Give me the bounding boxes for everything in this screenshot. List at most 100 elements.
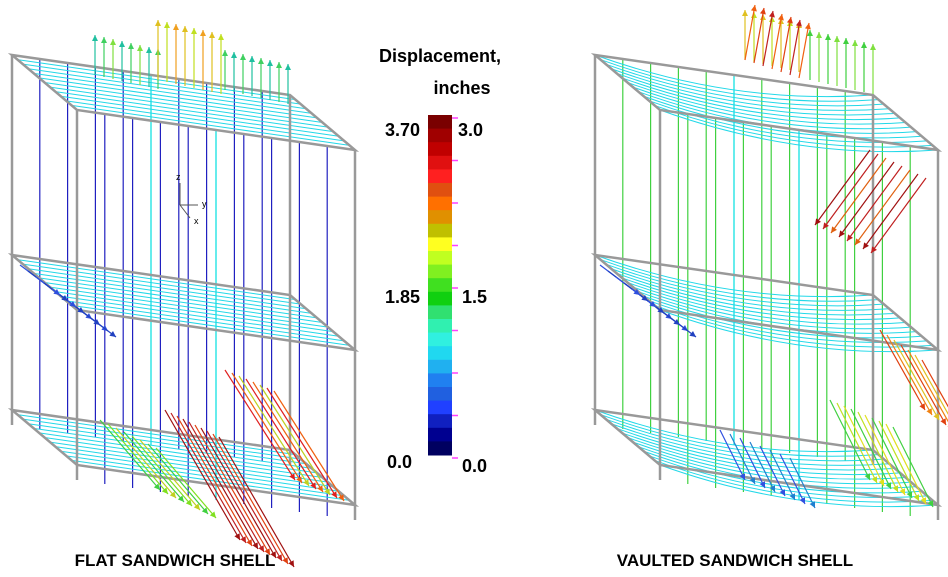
arrow-head bbox=[137, 45, 143, 51]
arrow bbox=[799, 23, 809, 78]
arrow-head bbox=[101, 37, 107, 43]
colorbar-title: inches bbox=[433, 78, 490, 98]
colorbar-swatch bbox=[428, 414, 452, 428]
arrow-head bbox=[258, 58, 264, 64]
arrow-head bbox=[778, 14, 784, 20]
arrow-head bbox=[267, 60, 273, 66]
axis-label: x bbox=[194, 216, 199, 226]
colorbar-label: 3.0 bbox=[458, 120, 483, 140]
colorbar bbox=[428, 115, 458, 458]
arrow-head bbox=[855, 238, 861, 245]
arrow bbox=[871, 178, 926, 253]
colorbar-swatch bbox=[428, 428, 452, 442]
colorbar-swatch bbox=[428, 292, 452, 306]
arrow bbox=[894, 340, 939, 420]
hatch-line bbox=[622, 433, 900, 475]
colorbar-swatch bbox=[428, 142, 452, 156]
arrow-head bbox=[843, 38, 849, 44]
arrow-head bbox=[751, 5, 757, 11]
arrow bbox=[831, 158, 886, 233]
arrow-head bbox=[303, 479, 309, 486]
colorbar-label: 1.85 bbox=[385, 287, 420, 307]
colorbar-swatch bbox=[428, 346, 452, 360]
colorbar-swatch bbox=[428, 305, 452, 319]
flat-shell-drawing bbox=[12, 20, 355, 567]
arrow-head bbox=[796, 20, 802, 26]
colorbar-label: 1.5 bbox=[462, 287, 487, 307]
arrow bbox=[851, 409, 891, 489]
arrow-head bbox=[863, 242, 869, 249]
arrow-head bbox=[870, 44, 876, 50]
arrow-head bbox=[847, 234, 853, 241]
colorbar-swatch bbox=[428, 401, 452, 415]
arrow-head bbox=[240, 54, 246, 60]
axis-triad bbox=[180, 183, 198, 218]
arrow-head bbox=[92, 35, 98, 41]
colorbar-swatch bbox=[428, 360, 452, 374]
colorbar-swatch bbox=[428, 197, 452, 211]
arrow-head bbox=[787, 17, 793, 23]
hatch-line bbox=[622, 78, 900, 120]
hatch-line bbox=[45, 83, 323, 123]
arrow-head bbox=[285, 64, 291, 70]
arrow-head bbox=[191, 28, 197, 34]
arrow-head bbox=[200, 30, 206, 36]
colorbar-swatch bbox=[428, 169, 452, 183]
axis-label: y bbox=[202, 199, 207, 209]
colorbar-label: 0.0 bbox=[462, 456, 487, 476]
colorbar-swatch bbox=[428, 251, 452, 265]
arrow bbox=[239, 376, 309, 486]
arrow-head bbox=[816, 32, 822, 38]
hatch-line bbox=[50, 87, 328, 127]
colorbar-swatch bbox=[428, 237, 452, 251]
arrow-head bbox=[825, 34, 831, 40]
arrow-head bbox=[209, 32, 215, 38]
arrow-head bbox=[231, 52, 237, 58]
colorbar-label: 3.70 bbox=[385, 120, 420, 140]
arrow-head bbox=[769, 11, 775, 17]
arrow-head bbox=[164, 22, 170, 28]
colorbar-swatch bbox=[428, 210, 452, 224]
arrow bbox=[815, 150, 870, 225]
arrow bbox=[253, 382, 323, 492]
arrow bbox=[720, 430, 745, 480]
colorbar-swatch bbox=[428, 441, 452, 455]
arrow-head bbox=[128, 43, 134, 49]
arrow-head bbox=[317, 485, 323, 492]
arrow-head bbox=[276, 62, 282, 68]
colorbar-swatch bbox=[428, 333, 452, 347]
arrow bbox=[922, 360, 948, 440]
arrow-head bbox=[760, 8, 766, 14]
arrow-head bbox=[861, 42, 867, 48]
arrow bbox=[267, 388, 337, 498]
colorbar-swatch bbox=[428, 278, 452, 292]
colorbar-swatch bbox=[428, 373, 452, 387]
arrow-head bbox=[852, 40, 858, 46]
axis-label: z bbox=[176, 172, 181, 182]
arrow-head bbox=[742, 10, 748, 16]
arrow-head bbox=[119, 41, 125, 47]
colorbar-title: Displacement, bbox=[379, 46, 501, 66]
arrow bbox=[823, 154, 878, 229]
arrow bbox=[232, 373, 302, 483]
arrow-head bbox=[839, 230, 845, 237]
arrow bbox=[225, 370, 295, 480]
colorbar-swatch bbox=[428, 183, 452, 197]
arrow-head bbox=[109, 331, 116, 337]
hatch-line bbox=[50, 442, 328, 482]
vaulted-shell-drawing bbox=[595, 5, 948, 520]
panel-caption: VAULTED SANDWICH SHELL bbox=[617, 551, 853, 570]
arrow-head bbox=[155, 20, 161, 26]
arrow-head bbox=[249, 56, 255, 62]
arrow bbox=[872, 418, 912, 498]
arrow bbox=[847, 166, 902, 241]
arrow-head bbox=[831, 226, 837, 233]
colorbar-label: 0.0 bbox=[387, 452, 412, 472]
hatch-line bbox=[39, 78, 317, 118]
arrow-head bbox=[834, 36, 840, 42]
arrow bbox=[260, 385, 330, 495]
arrow bbox=[274, 391, 344, 501]
colorbar-swatch bbox=[428, 115, 452, 129]
hatch-line bbox=[45, 283, 323, 323]
arrow bbox=[246, 379, 316, 489]
